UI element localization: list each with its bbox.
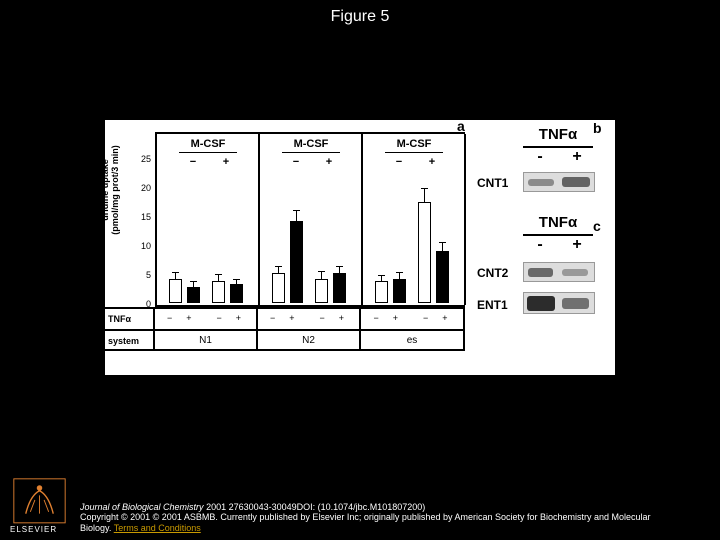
- tnf-b-label: TNFα: [523, 126, 593, 143]
- ytick-20: 20: [133, 183, 151, 193]
- ytick-10: 10: [133, 241, 151, 251]
- minus-b: -: [530, 148, 550, 166]
- bar: [230, 284, 243, 303]
- elsevier-logo: [12, 477, 67, 532]
- figure-title: Figure 5: [0, 8, 720, 26]
- system-n2: N2: [258, 331, 361, 349]
- cnt2-label: CNT2: [477, 266, 508, 280]
- cnt1-gel: [523, 172, 595, 192]
- footer: Journal of Biological Chemistry 2001 276…: [80, 502, 660, 534]
- y-axis-label: uridine uptake(pmol/mg prot/3 min): [100, 130, 120, 250]
- ytick-15: 15: [133, 212, 151, 222]
- tnf-row-label: TNFα: [105, 309, 155, 329]
- system-n1: N1: [155, 331, 258, 349]
- bar: [315, 279, 328, 303]
- mcsf-plus-2: +: [320, 156, 338, 168]
- mcsf-label-3: M-CSF: [369, 138, 459, 150]
- system-es: es: [361, 331, 465, 349]
- citation: 2001 27630043-30049DOI: (10.1074/jbc.M10…: [204, 502, 426, 512]
- mcsf-plus-1: +: [217, 156, 235, 168]
- chart-area: M-CSF − + M-CSF − + M-CSF − +: [155, 132, 465, 307]
- system-row-label: system: [105, 331, 155, 349]
- bar: [436, 251, 449, 303]
- mcsf-minus-1: −: [184, 156, 202, 168]
- mcsf-label-1: M-CSF: [163, 138, 253, 150]
- mcsf-label-2: M-CSF: [266, 138, 356, 150]
- ytick-5: 5: [133, 270, 151, 280]
- bar: [375, 281, 388, 303]
- bar: [169, 279, 182, 303]
- bar: [418, 202, 431, 303]
- bar: [393, 279, 406, 303]
- bar: [333, 273, 346, 303]
- minus-c: -: [530, 236, 550, 254]
- ent1-label: ENT1: [477, 298, 508, 312]
- table-rows: TNFα − + − + − + − + − + − + system N1 N…: [105, 307, 465, 351]
- bar: [272, 273, 285, 303]
- cnt1-label: CNT1: [477, 176, 508, 190]
- tnf-row: TNFα − + − + − + − + − + − +: [105, 307, 465, 329]
- mcsf-plus-3: +: [423, 156, 441, 168]
- journal-name: Journal of Biological Chemistry: [80, 502, 204, 512]
- plus-c: +: [567, 236, 587, 254]
- panel-b-label: b: [593, 120, 602, 136]
- mcsf-minus-3: −: [390, 156, 408, 168]
- bar: [212, 281, 225, 303]
- mcsf-minus-2: −: [287, 156, 305, 168]
- cnt2-gel: [523, 262, 595, 282]
- ent1-gel: [523, 292, 595, 314]
- elsevier-text: ELSEVIER: [10, 525, 57, 534]
- bar: [187, 287, 200, 303]
- terms-link[interactable]: Terms and Conditions: [114, 523, 201, 533]
- figure-container: a uridine uptake(pmol/mg prot/3 min) 0 5…: [105, 120, 615, 375]
- bar: [290, 221, 303, 303]
- plus-b: +: [567, 148, 587, 166]
- panel-a: a uridine uptake(pmol/mg prot/3 min) 0 5…: [105, 120, 475, 375]
- system-row: system N1 N2 es: [105, 329, 465, 351]
- ytick-25: 25: [133, 154, 151, 164]
- tnf-c-label: TNFα: [523, 214, 593, 231]
- panel-c-label: c: [593, 218, 601, 234]
